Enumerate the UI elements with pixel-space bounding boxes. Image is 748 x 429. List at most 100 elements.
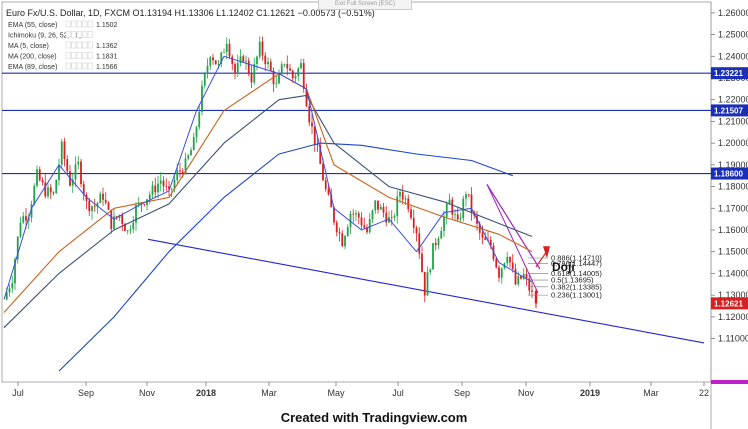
legend-control-icon [71, 62, 77, 70]
legend-control-icon [76, 31, 82, 38]
candle-body [71, 179, 74, 186]
candle-body [401, 192, 404, 200]
candle-body [206, 66, 209, 74]
x-tick-label: 2019 [580, 388, 600, 398]
chart-grid [1, 1, 712, 429]
plot-frame [1, 1, 712, 383]
candle-body [531, 290, 533, 292]
price-tag: 1.21507 [711, 104, 748, 117]
time-axis[interactable]: Jul Sep Nov 2018 Mar May Jul Sep Nov 2019 Mar 22 [12, 382, 709, 398]
candle-body [275, 83, 278, 85]
candle-body [291, 70, 294, 79]
candle-body [135, 205, 137, 223]
y-tick-label: 1.26000 [718, 8, 748, 18]
y-tick-label: 1.14000 [718, 268, 748, 278]
legend-control-icon [87, 62, 93, 70]
x-tick-label: Sep [78, 388, 94, 398]
candle-body [322, 163, 324, 181]
y-tick-label: 1.18000 [718, 182, 748, 192]
candle-body [443, 216, 445, 231]
x-tick-label: Jul [392, 388, 404, 398]
y-tick-label: 1.11000 [718, 334, 748, 344]
legend-control-icon [82, 31, 88, 38]
candle-body [187, 155, 190, 159]
candle-body [38, 169, 41, 181]
candle-body [366, 227, 368, 233]
candle-body [225, 43, 228, 52]
candle-body [418, 233, 421, 254]
candle-body [305, 88, 308, 107]
candle-body [195, 127, 198, 138]
symbol-title: Euro Fx/U.S. Dollar, 1D, FXCM O1.13194 H… [6, 8, 375, 18]
candle-body [49, 187, 52, 193]
candle-body [88, 200, 91, 212]
legend-control-icon [71, 52, 77, 59]
candle-body [481, 232, 484, 238]
candle-body [434, 243, 437, 246]
candle-body [253, 64, 256, 83]
fib-level-label: 0.618(1.14005) [551, 269, 602, 278]
candle-body [77, 161, 80, 165]
y-tick-label: 1.13000 [718, 290, 748, 300]
candle-body [484, 237, 487, 240]
y-tick-label: 1.20000 [718, 138, 748, 148]
candle-body [44, 182, 47, 197]
legend-control-icon [87, 52, 93, 59]
candle-body [47, 187, 49, 197]
candle-body [247, 60, 250, 74]
candle-body [66, 159, 69, 172]
price-tag-label: 1.21507 [714, 106, 743, 115]
candle-body [522, 273, 525, 279]
candlesticks [5, 36, 538, 309]
candle-body [390, 217, 393, 219]
candle-body [256, 56, 258, 65]
candle-body [330, 194, 333, 208]
candle-body [242, 56, 245, 62]
x-tick-label: Mar [643, 388, 659, 398]
candle-body [382, 206, 385, 213]
candle-body [368, 219, 371, 233]
price-tag-bg [711, 297, 748, 310]
candle-body [506, 256, 509, 264]
y-tick-label: 1.21000 [718, 116, 748, 126]
candle-body [60, 141, 63, 165]
indicator-label: EMA (55, close) [8, 22, 57, 29]
x-tick-label: 22 [699, 388, 709, 398]
legend-control-icon [65, 20, 71, 28]
legend-control-icon [71, 31, 77, 38]
candle-body [374, 200, 377, 211]
candle-body [399, 192, 401, 197]
candle-body [159, 180, 162, 184]
candle-body [311, 122, 313, 127]
falling-trendline [147, 238, 705, 344]
candle-body [192, 137, 195, 151]
candle-body [264, 55, 267, 65]
candle-body [432, 243, 434, 270]
price-tag: 1.18600 [711, 167, 748, 180]
indicator-label: MA (200, close) [8, 54, 57, 61]
fib-level-label: 0.5(1.13695) [551, 276, 594, 285]
price-axis[interactable]: 1.260001.250001.240001.230001.220001.210… [711, 8, 748, 384]
y-tick-label: 1.22000 [718, 95, 748, 105]
candle-body [454, 214, 456, 216]
candle-body [113, 216, 115, 229]
exit-fullscreen-button[interactable]: Exit Full Screen (ESC) [318, 0, 412, 10]
candle-body [93, 206, 96, 207]
candle-body [258, 41, 261, 57]
x-tick-label: Nov [518, 388, 535, 398]
legend-control-icon [65, 52, 71, 59]
candle-body [459, 218, 462, 220]
legend-control-icon [65, 31, 71, 38]
candle-body [489, 240, 492, 246]
legend-control-icon [65, 41, 71, 49]
ma200-line [58, 142, 513, 372]
candle-body [22, 216, 25, 223]
candle-body [5, 292, 8, 300]
indicator-label: MA (5, close) [8, 43, 49, 50]
legend-control-icon [82, 20, 88, 28]
candle-body [82, 184, 85, 195]
candle-body [440, 230, 443, 239]
price-tag-label: 1.12621 [714, 299, 743, 308]
candle-body [346, 227, 349, 237]
